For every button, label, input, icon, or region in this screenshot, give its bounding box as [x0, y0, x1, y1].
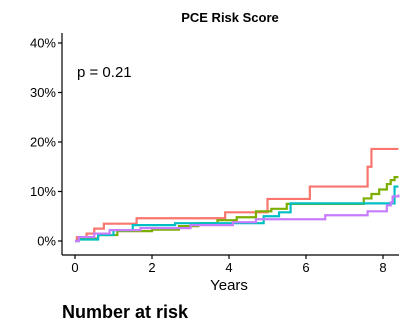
x-tick-label: 0: [71, 260, 78, 275]
y-tick-label: 10%: [30, 184, 56, 199]
risk-table-title: Number at risk: [62, 302, 189, 322]
series-4-curve: [75, 194, 400, 243]
y-tick-label: 30%: [30, 85, 56, 100]
x-tick-label: 2: [148, 260, 155, 275]
y-tick-label: 20%: [30, 135, 56, 150]
series-3-curve: [75, 185, 399, 243]
chart-title: PCE Risk Score: [181, 10, 279, 25]
x-axis-label: Years: [210, 277, 248, 294]
series-1-curve: [75, 147, 399, 243]
p-value-annotation: p = 0.21: [77, 64, 132, 81]
x-tick-label: 8: [379, 260, 386, 275]
y-tick-label: 40%: [30, 36, 56, 51]
series-2-curve: [75, 176, 399, 243]
y-tick-label: 0%: [37, 234, 56, 249]
plot-curves: [75, 147, 400, 243]
x-tick-label: 6: [302, 260, 309, 275]
x-tick-label: 4: [225, 260, 232, 275]
km-plot: PCE Risk Score 0% 10% 20% 30% 40% 0 2 4 6 8 p = 0…: [30, 10, 400, 294]
axes: 0% 10% 20% 30% 40% 0 2 4 6 8: [30, 33, 399, 275]
